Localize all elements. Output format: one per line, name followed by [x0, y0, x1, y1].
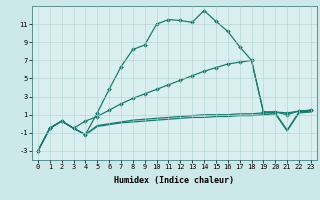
- X-axis label: Humidex (Indice chaleur): Humidex (Indice chaleur): [115, 176, 234, 185]
